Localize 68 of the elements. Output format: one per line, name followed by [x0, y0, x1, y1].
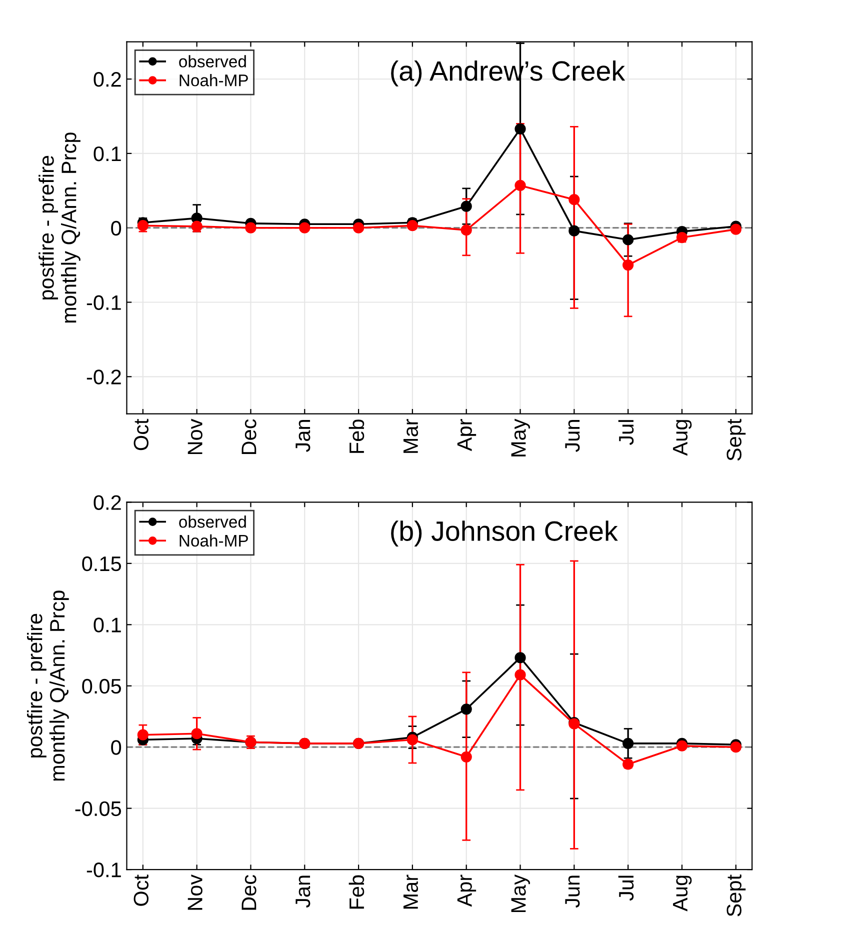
- point: [460, 200, 472, 212]
- y-tick-label: 0.1: [94, 618, 121, 632]
- x-tick-label: Aug: [673, 876, 692, 912]
- point: [730, 742, 742, 753]
- x-tick-label: Sept: [726, 418, 746, 461]
- legend-label: observed: [179, 55, 246, 68]
- y-tick-label: 0: [111, 740, 122, 755]
- point: [137, 220, 148, 232]
- x-tick-label: Oct: [134, 418, 149, 450]
- x-tick-label: Apr: [457, 874, 476, 907]
- x-tick-label: May: [511, 418, 530, 456]
- x-tick-label: Nov: [188, 418, 202, 454]
- point: [676, 740, 688, 752]
- y-tick-label: -0.1: [86, 862, 121, 878]
- x-tick-label: Feb: [348, 875, 364, 909]
- point: [514, 669, 526, 680]
- text: (b) Johnson Creek: [391, 520, 618, 546]
- point: [676, 232, 688, 244]
- x-tick-label: Apr: [457, 419, 476, 452]
- point: [622, 738, 634, 749]
- y-tick-label: 0.15: [82, 556, 122, 572]
- y-axis-title: postfire - prefire monthly Q/Ann. Prcp: [38, 132, 80, 323]
- point: [352, 222, 364, 234]
- y-tick-label: -0.1: [86, 295, 121, 310]
- x-tick-label: Aug: [673, 420, 692, 456]
- point: [191, 728, 202, 740]
- legend-label: Noah-MP: [180, 74, 248, 86]
- x-tick-label: Jun: [565, 876, 580, 908]
- point: [568, 194, 580, 206]
- x-tick-label: Jul: [618, 420, 634, 446]
- y-tick-label: 0.2: [94, 495, 121, 510]
- x-tick-label: Nov: [188, 874, 202, 910]
- point: [622, 234, 634, 246]
- x-tick-label: May: [511, 874, 530, 912]
- x-tick-label: Jul: [618, 876, 634, 901]
- x-tick-label: Jan: [296, 420, 310, 452]
- x-tick-label: Jan: [296, 876, 310, 908]
- point: [460, 224, 472, 236]
- x-tick-label: Dec: [242, 874, 256, 910]
- x-tick-label: Sept: [726, 874, 746, 916]
- y-tick-label: 0.05: [82, 678, 122, 694]
- y-tick-label: 0.2: [94, 72, 121, 87]
- x-tick-label: Mar: [404, 874, 418, 909]
- point: [245, 222, 256, 234]
- y-tick-label: 0: [111, 220, 122, 236]
- y-tick-label: 0.1: [94, 146, 121, 162]
- legend-label: observed: [179, 516, 246, 528]
- point: [514, 123, 526, 134]
- point: [568, 225, 580, 236]
- point: [460, 751, 472, 762]
- x-tick-label: Dec: [242, 419, 256, 454]
- point: [406, 734, 418, 746]
- point: [622, 259, 634, 271]
- y-tick-label: -0.05: [75, 801, 122, 816]
- legend-label: Noah-MP: [180, 534, 248, 547]
- point: [299, 222, 310, 234]
- point: [730, 224, 742, 235]
- x-tick-label: Mar: [404, 419, 418, 453]
- point: [460, 704, 472, 715]
- point: [406, 220, 418, 232]
- y-axis-title: postfire - prefire monthly Q/Ann. Prcp: [26, 590, 69, 781]
- x-tick-label: Oct: [134, 874, 149, 906]
- point: [514, 180, 526, 191]
- point: [514, 652, 526, 664]
- x-tick-label: Jun: [565, 420, 580, 452]
- point: [137, 729, 148, 740]
- x-tick-label: Feb: [348, 420, 364, 453]
- y-tick-label: -0.2: [86, 370, 121, 384]
